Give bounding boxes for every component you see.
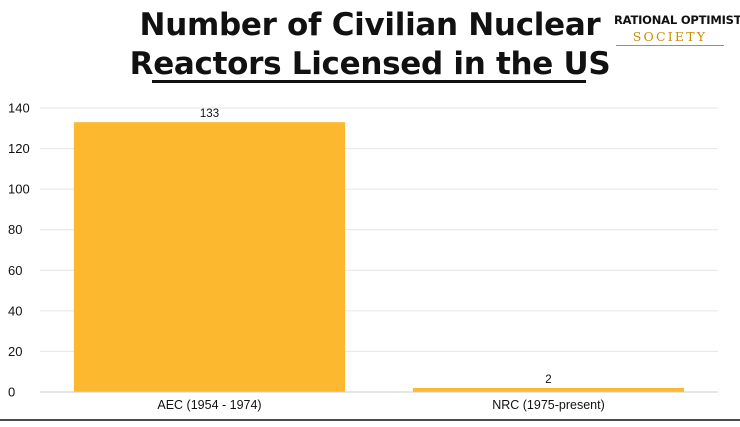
chart-title-line-1: Number of Civilian Nuclear [139, 7, 601, 43]
bar [73, 122, 346, 392]
data-label: 133 [200, 108, 219, 120]
y-tick-label: 140 [8, 101, 30, 116]
logo-underline [616, 45, 724, 46]
y-tick-label: 60 [8, 263, 22, 278]
chart-title-line-2: Reactors Licensed in the US [129, 46, 611, 82]
chart-title: Number of Civilian Nuclear Reactors Lice… [0, 6, 740, 84]
y-tick-label: 100 [8, 182, 30, 197]
y-tick-label: 0 [8, 385, 15, 400]
y-tick-label: 40 [8, 303, 22, 318]
x-tick-label: AEC (1954 - 1974) [157, 398, 261, 412]
title-underline [152, 80, 586, 83]
y-tick-label: 20 [8, 344, 22, 359]
logo-text-top: RATIONAL OPTIMIST [614, 13, 740, 27]
logo-text-bottom: SOCIETY [632, 29, 708, 44]
y-tick-label: 80 [8, 222, 22, 237]
data-label: 2 [545, 374, 551, 386]
y-tick-label: 120 [8, 141, 30, 156]
x-tick-label: NRC (1975-present) [492, 398, 605, 412]
rational-optimist-society-logo: RATIONAL OPTIMIST SOCIETY [614, 13, 740, 46]
bar [412, 387, 685, 392]
